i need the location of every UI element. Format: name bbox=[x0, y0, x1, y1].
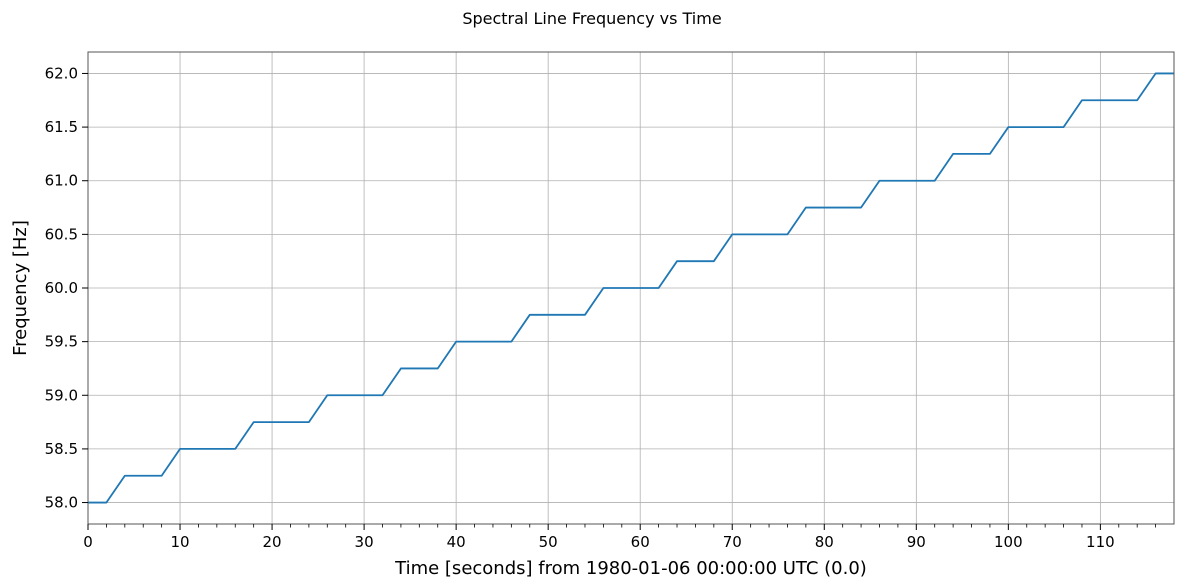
series-layer bbox=[88, 72, 1174, 504]
y-tick-label: 61.5 bbox=[45, 118, 78, 136]
x-tick-label: 50 bbox=[539, 533, 558, 551]
x-tick-label: 90 bbox=[907, 533, 926, 551]
x-tick-label: 80 bbox=[815, 533, 834, 551]
x-tick-label: 60 bbox=[631, 533, 650, 551]
x-tick-label: 0 bbox=[83, 533, 93, 551]
x-tick-label: 20 bbox=[263, 533, 282, 551]
series-line bbox=[88, 72, 1174, 504]
x-axis-label: Time [seconds] from 1980-01-06 00:00:00 … bbox=[394, 558, 867, 579]
y-tick-label: 59.0 bbox=[45, 386, 78, 404]
x-tick-label: 100 bbox=[994, 533, 1023, 551]
y-tick-label: 58.0 bbox=[45, 494, 78, 512]
x-axis: 0 10 20 30 40 50 60 70 80 90 100 110 bbox=[83, 524, 1156, 551]
x-tick-label: 30 bbox=[355, 533, 374, 551]
y-tick-label: 61.0 bbox=[45, 172, 78, 190]
y-tick-label: 60.0 bbox=[45, 279, 78, 297]
x-tick-label: 110 bbox=[1086, 533, 1115, 551]
x-tick-label: 40 bbox=[447, 533, 466, 551]
y-axis-label: Frequency [Hz] bbox=[10, 220, 31, 356]
y-tick-label: 59.5 bbox=[45, 333, 78, 351]
y-tick-label: 58.5 bbox=[45, 440, 78, 458]
chart-title: Spectral Line Frequency vs Time bbox=[462, 9, 721, 28]
y-axis: 58.0 58.5 59.0 59.5 60.0 60.5 61.0 61.5 62.0 bbox=[45, 64, 88, 512]
x-tick-label: 10 bbox=[170, 533, 189, 551]
y-tick-label: 62.0 bbox=[45, 64, 78, 82]
y-tick-label: 60.5 bbox=[45, 225, 78, 243]
x-tick-label: 70 bbox=[723, 533, 742, 551]
